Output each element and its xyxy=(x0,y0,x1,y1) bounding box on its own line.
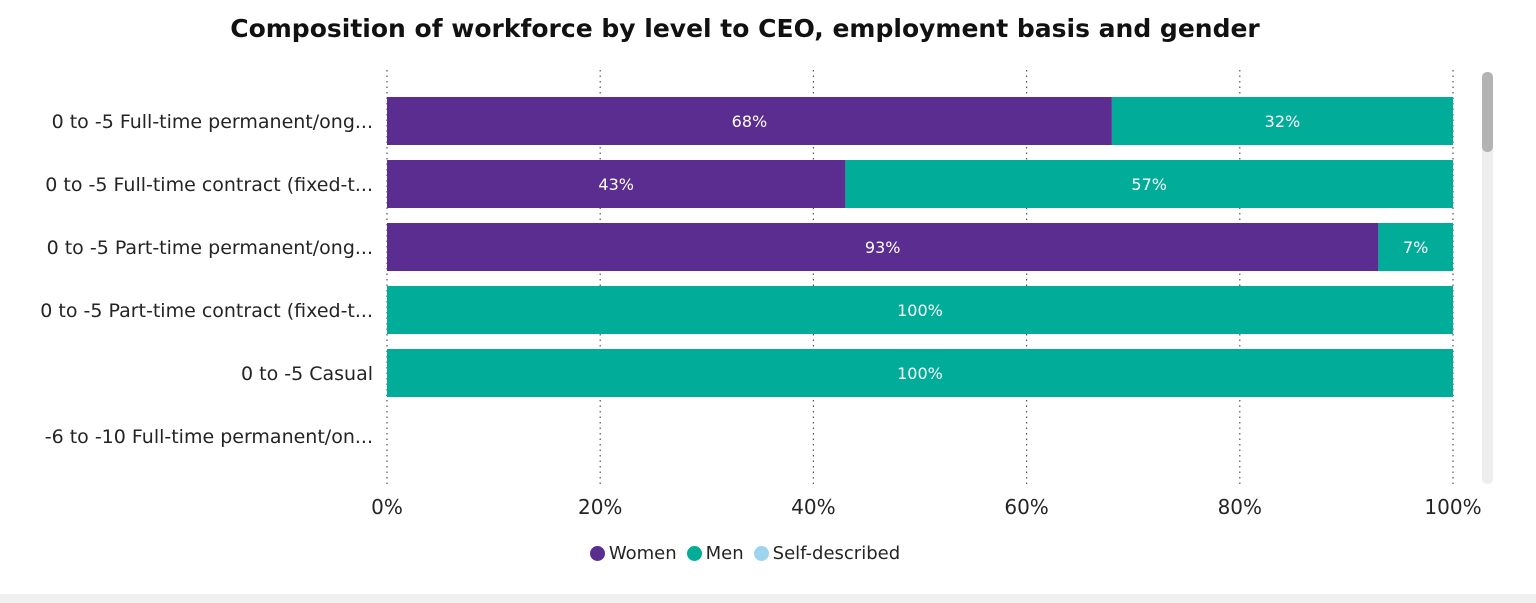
legend-marker xyxy=(686,546,702,561)
category-label: -6 to -10 Full-time permanent/on... xyxy=(45,426,373,448)
category-label: 0 to -5 Full-time contract (fixed-t... xyxy=(45,174,373,196)
legend-label: Self-described xyxy=(772,543,901,564)
data-label: 7% xyxy=(1403,238,1428,257)
x-tick-label: 100% xyxy=(1424,495,1481,519)
data-label: 32% xyxy=(1265,112,1301,131)
legend-label: Women xyxy=(608,543,677,564)
scrollbar-thumb[interactable] xyxy=(1482,72,1493,152)
gridlines xyxy=(386,70,1454,486)
scrollbar-track[interactable] xyxy=(1482,72,1493,484)
legend-marker xyxy=(753,546,769,561)
legend-label: Men xyxy=(705,543,744,564)
legend-item[interactable]: Self-described xyxy=(753,543,901,564)
legend-item[interactable]: Men xyxy=(686,543,744,564)
data-label: 93% xyxy=(865,238,901,257)
legend: Women Men Self-described xyxy=(0,543,1490,564)
bar-segment-men[interactable] xyxy=(1378,223,1453,271)
legend-marker xyxy=(589,546,605,561)
data-label: 57% xyxy=(1131,175,1167,194)
bar-segment-women[interactable] xyxy=(387,97,1112,145)
data-label: 100% xyxy=(897,364,943,383)
bar-segment-men[interactable] xyxy=(845,160,1453,208)
x-tick-label: 0% xyxy=(371,495,403,519)
data-label: 43% xyxy=(598,175,634,194)
x-tick-label: 60% xyxy=(1004,495,1048,519)
x-tick-label: 40% xyxy=(791,495,835,519)
category-label: 0 to -5 Casual xyxy=(241,363,373,385)
data-label: 100% xyxy=(897,301,943,320)
bar-segment-men[interactable] xyxy=(387,349,1453,397)
bars xyxy=(387,97,1453,397)
page-bottom-strip xyxy=(0,594,1536,603)
x-tick-label: 80% xyxy=(1218,495,1262,519)
bar-segment-men[interactable] xyxy=(1111,97,1453,145)
category-label: 0 to -5 Full-time permanent/ong... xyxy=(52,111,373,133)
x-tick-label: 20% xyxy=(578,495,622,519)
bar-segment-women[interactable] xyxy=(387,223,1379,271)
bar-segment-men[interactable] xyxy=(387,286,1453,334)
category-label: 0 to -5 Part-time contract (fixed-t... xyxy=(40,300,373,322)
category-label: 0 to -5 Part-time permanent/ong... xyxy=(47,237,373,259)
bar-segment-women[interactable] xyxy=(387,160,846,208)
data-labels: 68% 32% 43% 57% 93% 7% 100% 100% xyxy=(598,112,1428,383)
legend-item[interactable]: Women xyxy=(589,543,677,564)
chart-title: Composition of workforce by level to CEO… xyxy=(230,14,1260,43)
value-axis: 0% 20% 40% 60% 80% 100% xyxy=(371,495,1481,519)
data-label: 68% xyxy=(732,112,768,131)
category-axis: 0 to -5 Full-time permanent/ong... 0 to -… xyxy=(40,111,373,448)
